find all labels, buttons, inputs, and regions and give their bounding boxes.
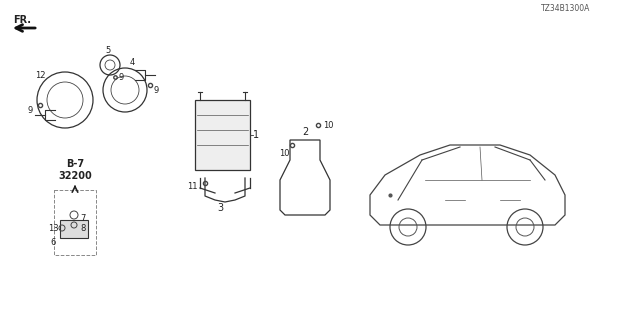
Text: 6: 6 [50, 237, 56, 246]
Text: 12: 12 [35, 70, 45, 79]
Text: 8: 8 [80, 223, 85, 233]
Text: 4: 4 [130, 58, 135, 67]
Text: 10: 10 [323, 121, 333, 130]
Text: 1: 1 [253, 130, 259, 140]
Text: 9: 9 [118, 73, 124, 82]
Text: FR.: FR. [13, 15, 31, 25]
Text: 9: 9 [27, 106, 32, 115]
Text: 5: 5 [105, 45, 110, 54]
Bar [60, 220, 88, 238]
Text: 3: 3 [217, 203, 223, 213]
Text: 10: 10 [279, 148, 289, 157]
Text: 7: 7 [80, 213, 85, 222]
FancyBboxPatch shape [195, 100, 250, 170]
Text: 2: 2 [302, 127, 308, 137]
Text: 9: 9 [153, 85, 158, 94]
Text: B-7
32200: B-7 32200 [58, 159, 92, 181]
Text: 13: 13 [48, 223, 59, 233]
Text: 11: 11 [188, 181, 198, 190]
Text: TZ34B1300A: TZ34B1300A [541, 4, 590, 12]
